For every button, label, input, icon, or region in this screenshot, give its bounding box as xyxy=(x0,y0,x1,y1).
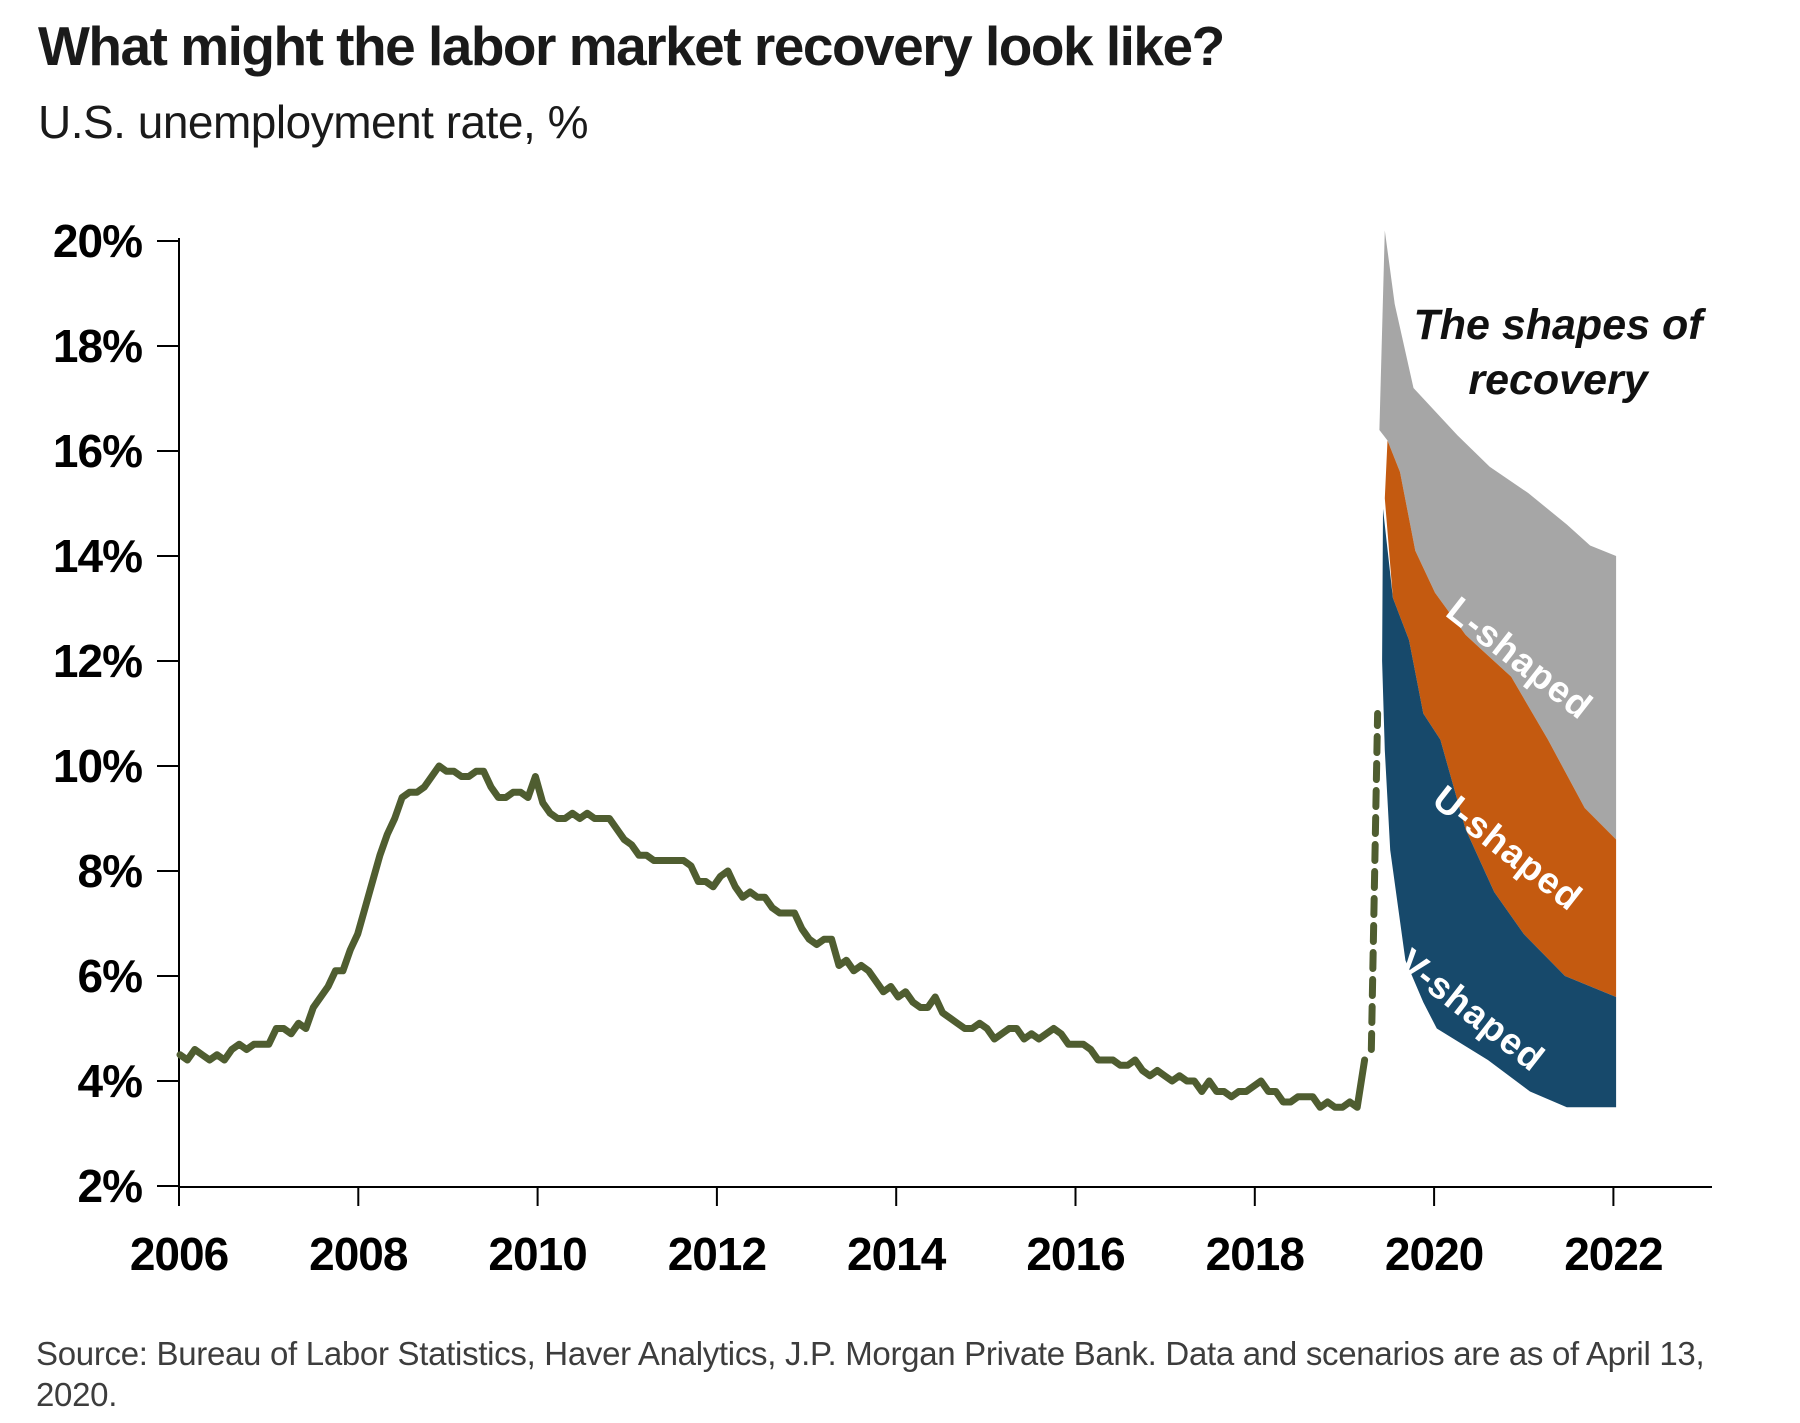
x-tick-label-2008: 2008 xyxy=(309,1228,408,1280)
y-tick-label-2: 2% xyxy=(78,1160,143,1212)
x-tick-label-2020: 2020 xyxy=(1385,1228,1483,1280)
page-title: What might the labor market recovery loo… xyxy=(38,15,1225,77)
x-tick-label-2014: 2014 xyxy=(847,1228,947,1280)
area-u-shaped xyxy=(1384,440,1617,997)
y-tick-label-6: 6% xyxy=(78,950,143,1002)
y-tick-label-14: 14% xyxy=(53,530,142,582)
x-tick-label-2006: 2006 xyxy=(130,1228,228,1280)
historical-line xyxy=(176,762,1369,1111)
shapes-of-recovery-annotation: The shapes of recovery xyxy=(1413,301,1703,405)
x-tick-label-2018: 2018 xyxy=(1206,1228,1305,1280)
page-subtitle: U.S. unemployment rate, % xyxy=(38,96,588,148)
x-tick-label-2022: 2022 xyxy=(1564,1228,1662,1280)
y-tick-label-4: 4% xyxy=(78,1055,143,1107)
y-tick-label-20: 20% xyxy=(53,215,142,267)
x-tick-label-2010: 2010 xyxy=(488,1228,586,1280)
source-note: Source: Bureau of Labor Statistics, Have… xyxy=(36,1335,1705,1413)
area-l-shaped xyxy=(1379,230,1617,840)
area-v-shaped xyxy=(1382,508,1617,1108)
y-tick-label-10: 10% xyxy=(53,740,142,792)
x-tick-label-2012: 2012 xyxy=(668,1228,766,1280)
y-tick-label-16: 16% xyxy=(53,425,142,477)
y-tick-label-18: 18% xyxy=(53,320,142,372)
y-tick-label-12: 12% xyxy=(53,635,142,687)
projection-dashed-line xyxy=(1367,710,1382,1053)
x-tick-label-2016: 2016 xyxy=(1026,1228,1124,1280)
y-tick-label-8: 8% xyxy=(78,845,143,897)
